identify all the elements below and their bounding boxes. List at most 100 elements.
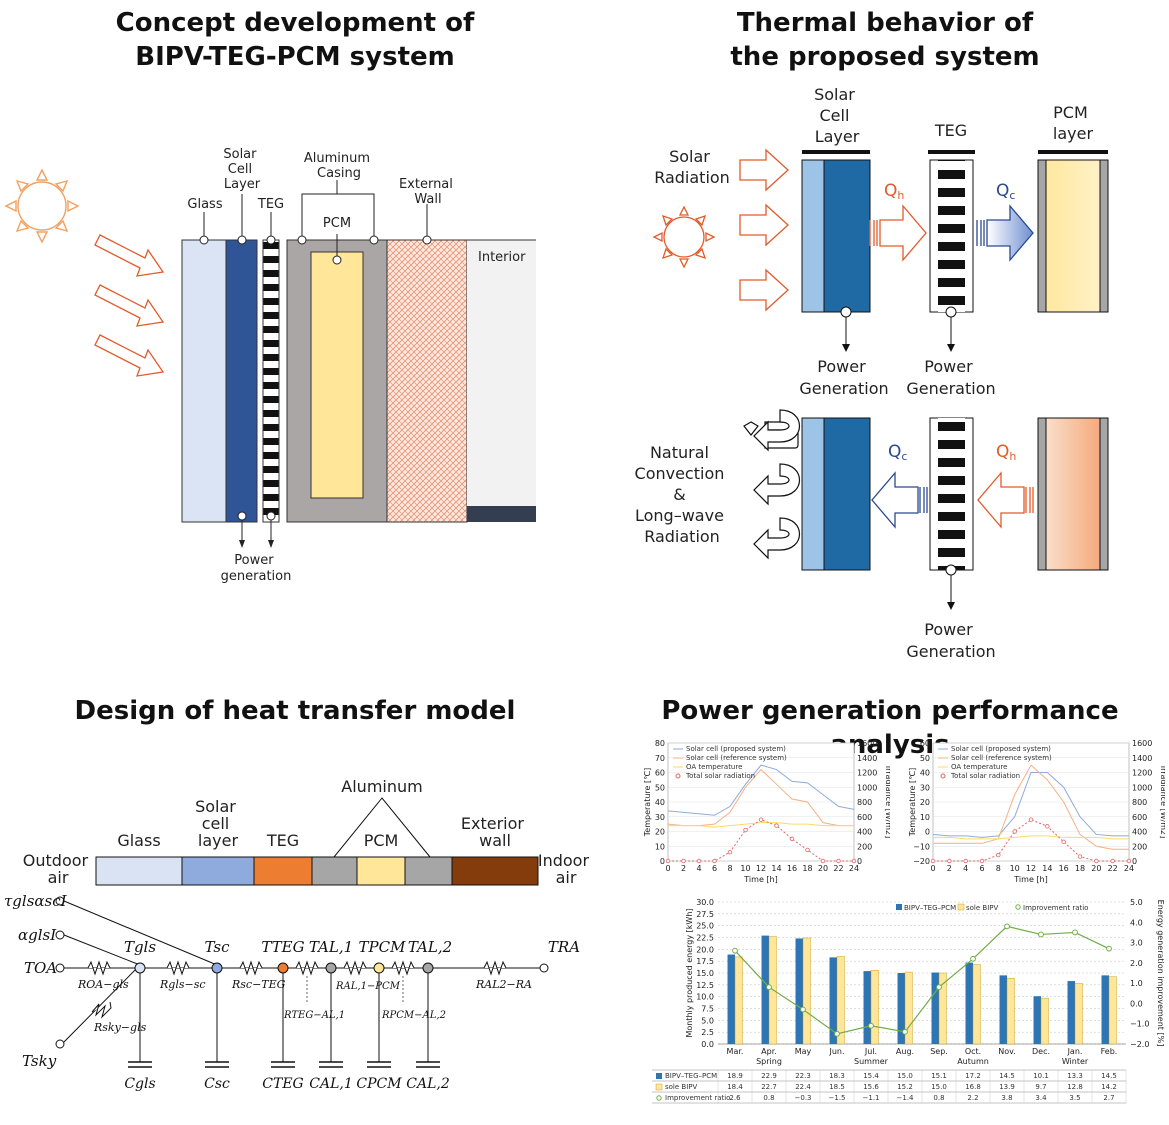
x-tick-label: 22 [833, 864, 843, 873]
y2-tick-label: 200 [1132, 842, 1147, 851]
y-tick-label: 40 [655, 798, 665, 807]
aluminum-label: Aluminum Casing [304, 151, 374, 181]
hm-al1 [311, 856, 358, 886]
teg-label: TEG [257, 197, 284, 212]
table-cell: 13.9 [999, 1083, 1015, 1091]
legend-label: Solar cell (reference system) [951, 754, 1052, 762]
qh-bottom-label: Qh [996, 442, 1016, 463]
qh-arrow-top [869, 204, 927, 262]
y-tick-label: 0.0 [701, 1040, 714, 1049]
hm-al2 [404, 856, 453, 886]
ratio-point [1072, 929, 1078, 936]
legend-marker [957, 903, 965, 911]
table-cell: 10.1 [1033, 1072, 1049, 1080]
table-cell: 18.4 [727, 1083, 743, 1091]
bar [829, 957, 837, 1044]
table-cell: 14.5 [999, 1072, 1015, 1080]
y2-tick-label: 400 [1132, 828, 1147, 837]
data-point [1028, 817, 1034, 822]
y-tick-label: 10 [920, 813, 930, 822]
category-label: Jul. [864, 1047, 877, 1056]
radiation-arrows [94, 234, 165, 377]
x-tick-label: 20 [818, 864, 828, 873]
bar [870, 969, 879, 1045]
y-tick-label: 30.0 [696, 898, 714, 907]
bottom-solar-cell [823, 417, 871, 571]
hm-exterior-label: Exterior wall [461, 814, 529, 850]
y-tick-label: 20.0 [696, 945, 714, 954]
data-point [696, 858, 702, 864]
hm-solar [181, 856, 255, 886]
hm-pcm-label: PCM [364, 831, 399, 850]
y-tick-label: 0 [660, 857, 665, 866]
table-cell: 18.9 [727, 1072, 743, 1080]
data-point [789, 836, 795, 842]
table-marker [656, 1095, 662, 1101]
data-point [836, 858, 841, 864]
thermal-title-line1: Thermal behavior of [736, 8, 1034, 38]
y-tick-label: 80 [655, 739, 665, 748]
x-axis-label: Time [h] [1013, 875, 1047, 884]
legend-label: sole BIPV [966, 904, 998, 912]
y2-tick-label: 1200 [1132, 769, 1152, 778]
legend-marker [675, 773, 681, 779]
y2-axis-label: Irradiance [W/m2] [884, 766, 890, 839]
table-cell: 2.2 [967, 1094, 978, 1102]
data-point [820, 858, 826, 864]
series-line [668, 822, 854, 828]
x-tick-label: 2 [947, 864, 952, 873]
category-label: Apr. [761, 1047, 777, 1056]
concept-title: Concept development of BIPV-TEG-PCM syst… [100, 6, 490, 74]
y-axis-label: Temperature [℃] [643, 768, 652, 837]
table-cell: −1.1 [863, 1094, 880, 1102]
glass-layer [181, 239, 227, 523]
x-tick-label: 18 [1075, 864, 1085, 873]
bar [1067, 981, 1075, 1044]
table-cell: 15.6 [863, 1083, 879, 1091]
power-gen-label-3: Power Generation [906, 620, 995, 661]
table-cell: 13.3 [1067, 1072, 1083, 1080]
y2-tick-label: 5.0 [1130, 898, 1143, 907]
hm-outdoor-label: Outdoor air [23, 851, 93, 887]
category-label: Jun. [828, 1047, 844, 1056]
external-wall-label: External Wall [399, 177, 457, 207]
ratio-point [1004, 923, 1010, 930]
y-tick-label: 20 [920, 798, 930, 807]
table-cell: 2.6 [729, 1094, 741, 1102]
table-row-label: BIPV–TEG–PCM [665, 1072, 717, 1080]
power-gen-label-1: Power Generation [799, 357, 888, 398]
r-al2-ra: RAL2−RA [475, 978, 532, 991]
hm-glass-label: Glass [117, 831, 160, 850]
y-tick-label: 5.0 [701, 1016, 714, 1025]
category-label: Aug. [896, 1047, 914, 1056]
bar [999, 975, 1007, 1044]
season-label: Winter [1062, 1057, 1089, 1066]
x-tick-label: 8 [727, 864, 732, 873]
y-tick-label: −20 [913, 857, 930, 866]
data-point [743, 827, 748, 833]
category-label: Feb. [1101, 1047, 1118, 1056]
legend-marker [1015, 904, 1021, 910]
x-tick-label: 12 [1026, 864, 1036, 873]
y2-tick-label: 4.0 [1130, 918, 1143, 927]
x-tick-label: 8 [996, 864, 1001, 873]
interior-floor [467, 506, 536, 522]
table-cell: 2.7 [1103, 1094, 1114, 1102]
node-tteg: TTEG [261, 938, 304, 956]
y2-tick-label: 1400 [1132, 754, 1152, 763]
x-tick-label: 0 [930, 864, 935, 873]
concept-title-line2: BIPV-TEG-PCM system [135, 42, 455, 72]
y2-tick-label: 0 [857, 857, 862, 866]
bar [931, 972, 939, 1044]
table-cell: 9.7 [1035, 1083, 1046, 1091]
thermal-teg-label: TEG [934, 121, 967, 140]
data-point [1094, 858, 1099, 864]
legend-marker [940, 773, 946, 779]
cap-pcm: CPCM [356, 1076, 402, 1092]
hm-pcm [356, 856, 406, 886]
y-tick-label: 10.0 [696, 993, 714, 1002]
y2-tick-label: 0.0 [1130, 999, 1143, 1008]
thermal-radiation-arrows [739, 148, 789, 312]
input-tau-alpha-i: τglsαscI [4, 892, 68, 910]
y-tick-label: 40 [920, 769, 930, 778]
